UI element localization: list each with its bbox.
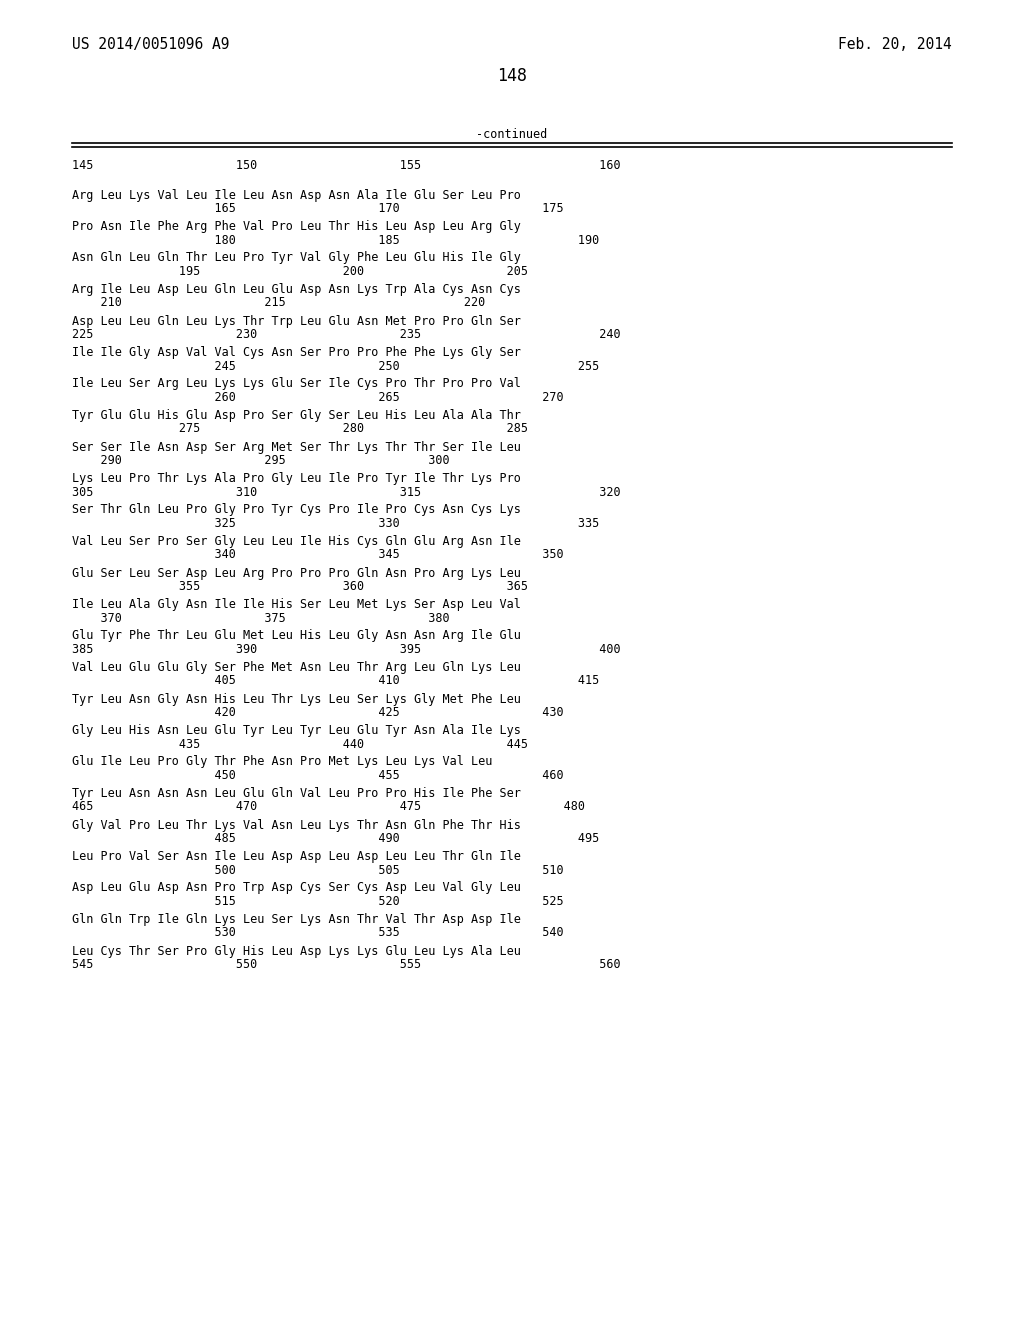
Text: Val Leu Glu Glu Gly Ser Phe Met Asn Leu Thr Arg Leu Gln Lys Leu: Val Leu Glu Glu Gly Ser Phe Met Asn Leu …: [72, 661, 521, 675]
Text: -continued: -continued: [476, 128, 548, 141]
Text: 145                    150                    155                         160: 145 150 155 160: [72, 158, 621, 172]
Text: Ser Ser Ile Asn Asp Ser Arg Met Ser Thr Lys Thr Thr Ser Ile Leu: Ser Ser Ile Asn Asp Ser Arg Met Ser Thr …: [72, 441, 521, 454]
Text: 485                    490                         495: 485 490 495: [72, 832, 599, 845]
Text: 435                    440                    445: 435 440 445: [72, 738, 528, 751]
Text: 500                    505                    510: 500 505 510: [72, 863, 563, 876]
Text: Tyr Leu Asn Gly Asn His Leu Thr Lys Leu Ser Lys Gly Met Phe Leu: Tyr Leu Asn Gly Asn His Leu Thr Lys Leu …: [72, 693, 521, 705]
Text: Arg Ile Leu Asp Leu Gln Leu Glu Asp Asn Lys Trp Ala Cys Asn Cys: Arg Ile Leu Asp Leu Gln Leu Glu Asp Asn …: [72, 282, 521, 296]
Text: 530                    535                    540: 530 535 540: [72, 927, 563, 940]
Text: 340                    345                    350: 340 345 350: [72, 549, 563, 561]
Text: 225                    230                    235                         240: 225 230 235 240: [72, 327, 621, 341]
Text: 325                    330                         335: 325 330 335: [72, 517, 599, 531]
Text: Gln Gln Trp Ile Gln Lys Leu Ser Lys Asn Thr Val Thr Asp Asp Ile: Gln Gln Trp Ile Gln Lys Leu Ser Lys Asn …: [72, 913, 521, 927]
Text: 545                    550                    555                         560: 545 550 555 560: [72, 958, 621, 972]
Text: 370                    375                    380: 370 375 380: [72, 611, 450, 624]
Text: Lys Leu Pro Thr Lys Ala Pro Gly Leu Ile Pro Tyr Ile Thr Lys Pro: Lys Leu Pro Thr Lys Ala Pro Gly Leu Ile …: [72, 473, 521, 484]
Text: 305                    310                    315                         320: 305 310 315 320: [72, 486, 621, 499]
Text: Ser Thr Gln Leu Pro Gly Pro Tyr Cys Pro Ile Pro Cys Asn Cys Lys: Ser Thr Gln Leu Pro Gly Pro Tyr Cys Pro …: [72, 503, 521, 516]
Text: Glu Ile Leu Pro Gly Thr Phe Asn Pro Met Lys Leu Lys Val Leu: Glu Ile Leu Pro Gly Thr Phe Asn Pro Met …: [72, 755, 493, 768]
Text: Asp Leu Glu Asp Asn Pro Trp Asp Cys Ser Cys Asp Leu Val Gly Leu: Asp Leu Glu Asp Asn Pro Trp Asp Cys Ser …: [72, 882, 521, 895]
Text: 515                    520                    525: 515 520 525: [72, 895, 563, 908]
Text: Leu Cys Thr Ser Pro Gly His Leu Asp Lys Lys Glu Leu Lys Ala Leu: Leu Cys Thr Ser Pro Gly His Leu Asp Lys …: [72, 945, 521, 957]
Text: 355                    360                    365: 355 360 365: [72, 579, 528, 593]
Text: Val Leu Ser Pro Ser Gly Leu Leu Ile His Cys Gln Glu Arg Asn Ile: Val Leu Ser Pro Ser Gly Leu Leu Ile His …: [72, 535, 521, 548]
Text: Glu Tyr Phe Thr Leu Glu Met Leu His Leu Gly Asn Asn Arg Ile Glu: Glu Tyr Phe Thr Leu Glu Met Leu His Leu …: [72, 630, 521, 643]
Text: Arg Leu Lys Val Leu Ile Leu Asn Asp Asn Ala Ile Glu Ser Leu Pro: Arg Leu Lys Val Leu Ile Leu Asn Asp Asn …: [72, 189, 521, 202]
Text: Tyr Glu Glu His Glu Asp Pro Ser Gly Ser Leu His Leu Ala Ala Thr: Tyr Glu Glu His Glu Asp Pro Ser Gly Ser …: [72, 409, 521, 422]
Text: 290                    295                    300: 290 295 300: [72, 454, 450, 467]
Text: 420                    425                    430: 420 425 430: [72, 706, 563, 719]
Text: 385                    390                    395                         400: 385 390 395 400: [72, 643, 621, 656]
Text: 148: 148: [497, 67, 527, 84]
Text: 210                    215                         220: 210 215 220: [72, 297, 485, 309]
Text: 465                    470                    475                    480: 465 470 475 480: [72, 800, 585, 813]
Text: 275                    280                    285: 275 280 285: [72, 422, 528, 436]
Text: 450                    455                    460: 450 455 460: [72, 770, 563, 781]
Text: 165                    170                    175: 165 170 175: [72, 202, 563, 215]
Text: Asn Gln Leu Gln Thr Leu Pro Tyr Val Gly Phe Leu Glu His Ile Gly: Asn Gln Leu Gln Thr Leu Pro Tyr Val Gly …: [72, 252, 521, 264]
Text: Pro Asn Ile Phe Arg Phe Val Pro Leu Thr His Leu Asp Leu Arg Gly: Pro Asn Ile Phe Arg Phe Val Pro Leu Thr …: [72, 220, 521, 234]
Text: 195                    200                    205: 195 200 205: [72, 265, 528, 279]
Text: US 2014/0051096 A9: US 2014/0051096 A9: [72, 37, 229, 51]
Text: 405                    410                         415: 405 410 415: [72, 675, 599, 688]
Text: Ile Ile Gly Asp Val Val Cys Asn Ser Pro Pro Phe Phe Lys Gly Ser: Ile Ile Gly Asp Val Val Cys Asn Ser Pro …: [72, 346, 521, 359]
Text: 180                    185                         190: 180 185 190: [72, 234, 599, 247]
Text: 245                    250                         255: 245 250 255: [72, 359, 599, 372]
Text: Ile Leu Ala Gly Asn Ile Ile His Ser Leu Met Lys Ser Asp Leu Val: Ile Leu Ala Gly Asn Ile Ile His Ser Leu …: [72, 598, 521, 611]
Text: Ile Leu Ser Arg Leu Lys Lys Glu Ser Ile Cys Pro Thr Pro Pro Val: Ile Leu Ser Arg Leu Lys Lys Glu Ser Ile …: [72, 378, 521, 391]
Text: Gly Val Pro Leu Thr Lys Val Asn Leu Lys Thr Asn Gln Phe Thr His: Gly Val Pro Leu Thr Lys Val Asn Leu Lys …: [72, 818, 521, 832]
Text: Asp Leu Leu Gln Leu Lys Thr Trp Leu Glu Asn Met Pro Pro Gln Ser: Asp Leu Leu Gln Leu Lys Thr Trp Leu Glu …: [72, 314, 521, 327]
Text: Gly Leu His Asn Leu Glu Tyr Leu Tyr Leu Glu Tyr Asn Ala Ile Lys: Gly Leu His Asn Leu Glu Tyr Leu Tyr Leu …: [72, 723, 521, 737]
Text: Feb. 20, 2014: Feb. 20, 2014: [839, 37, 952, 51]
Text: 260                    265                    270: 260 265 270: [72, 391, 563, 404]
Text: Glu Ser Leu Ser Asp Leu Arg Pro Pro Pro Gln Asn Pro Arg Lys Leu: Glu Ser Leu Ser Asp Leu Arg Pro Pro Pro …: [72, 566, 521, 579]
Text: Tyr Leu Asn Asn Asn Leu Glu Gln Val Leu Pro Pro His Ile Phe Ser: Tyr Leu Asn Asn Asn Leu Glu Gln Val Leu …: [72, 787, 521, 800]
Text: Leu Pro Val Ser Asn Ile Leu Asp Asp Leu Asp Leu Leu Thr Gln Ile: Leu Pro Val Ser Asn Ile Leu Asp Asp Leu …: [72, 850, 521, 863]
